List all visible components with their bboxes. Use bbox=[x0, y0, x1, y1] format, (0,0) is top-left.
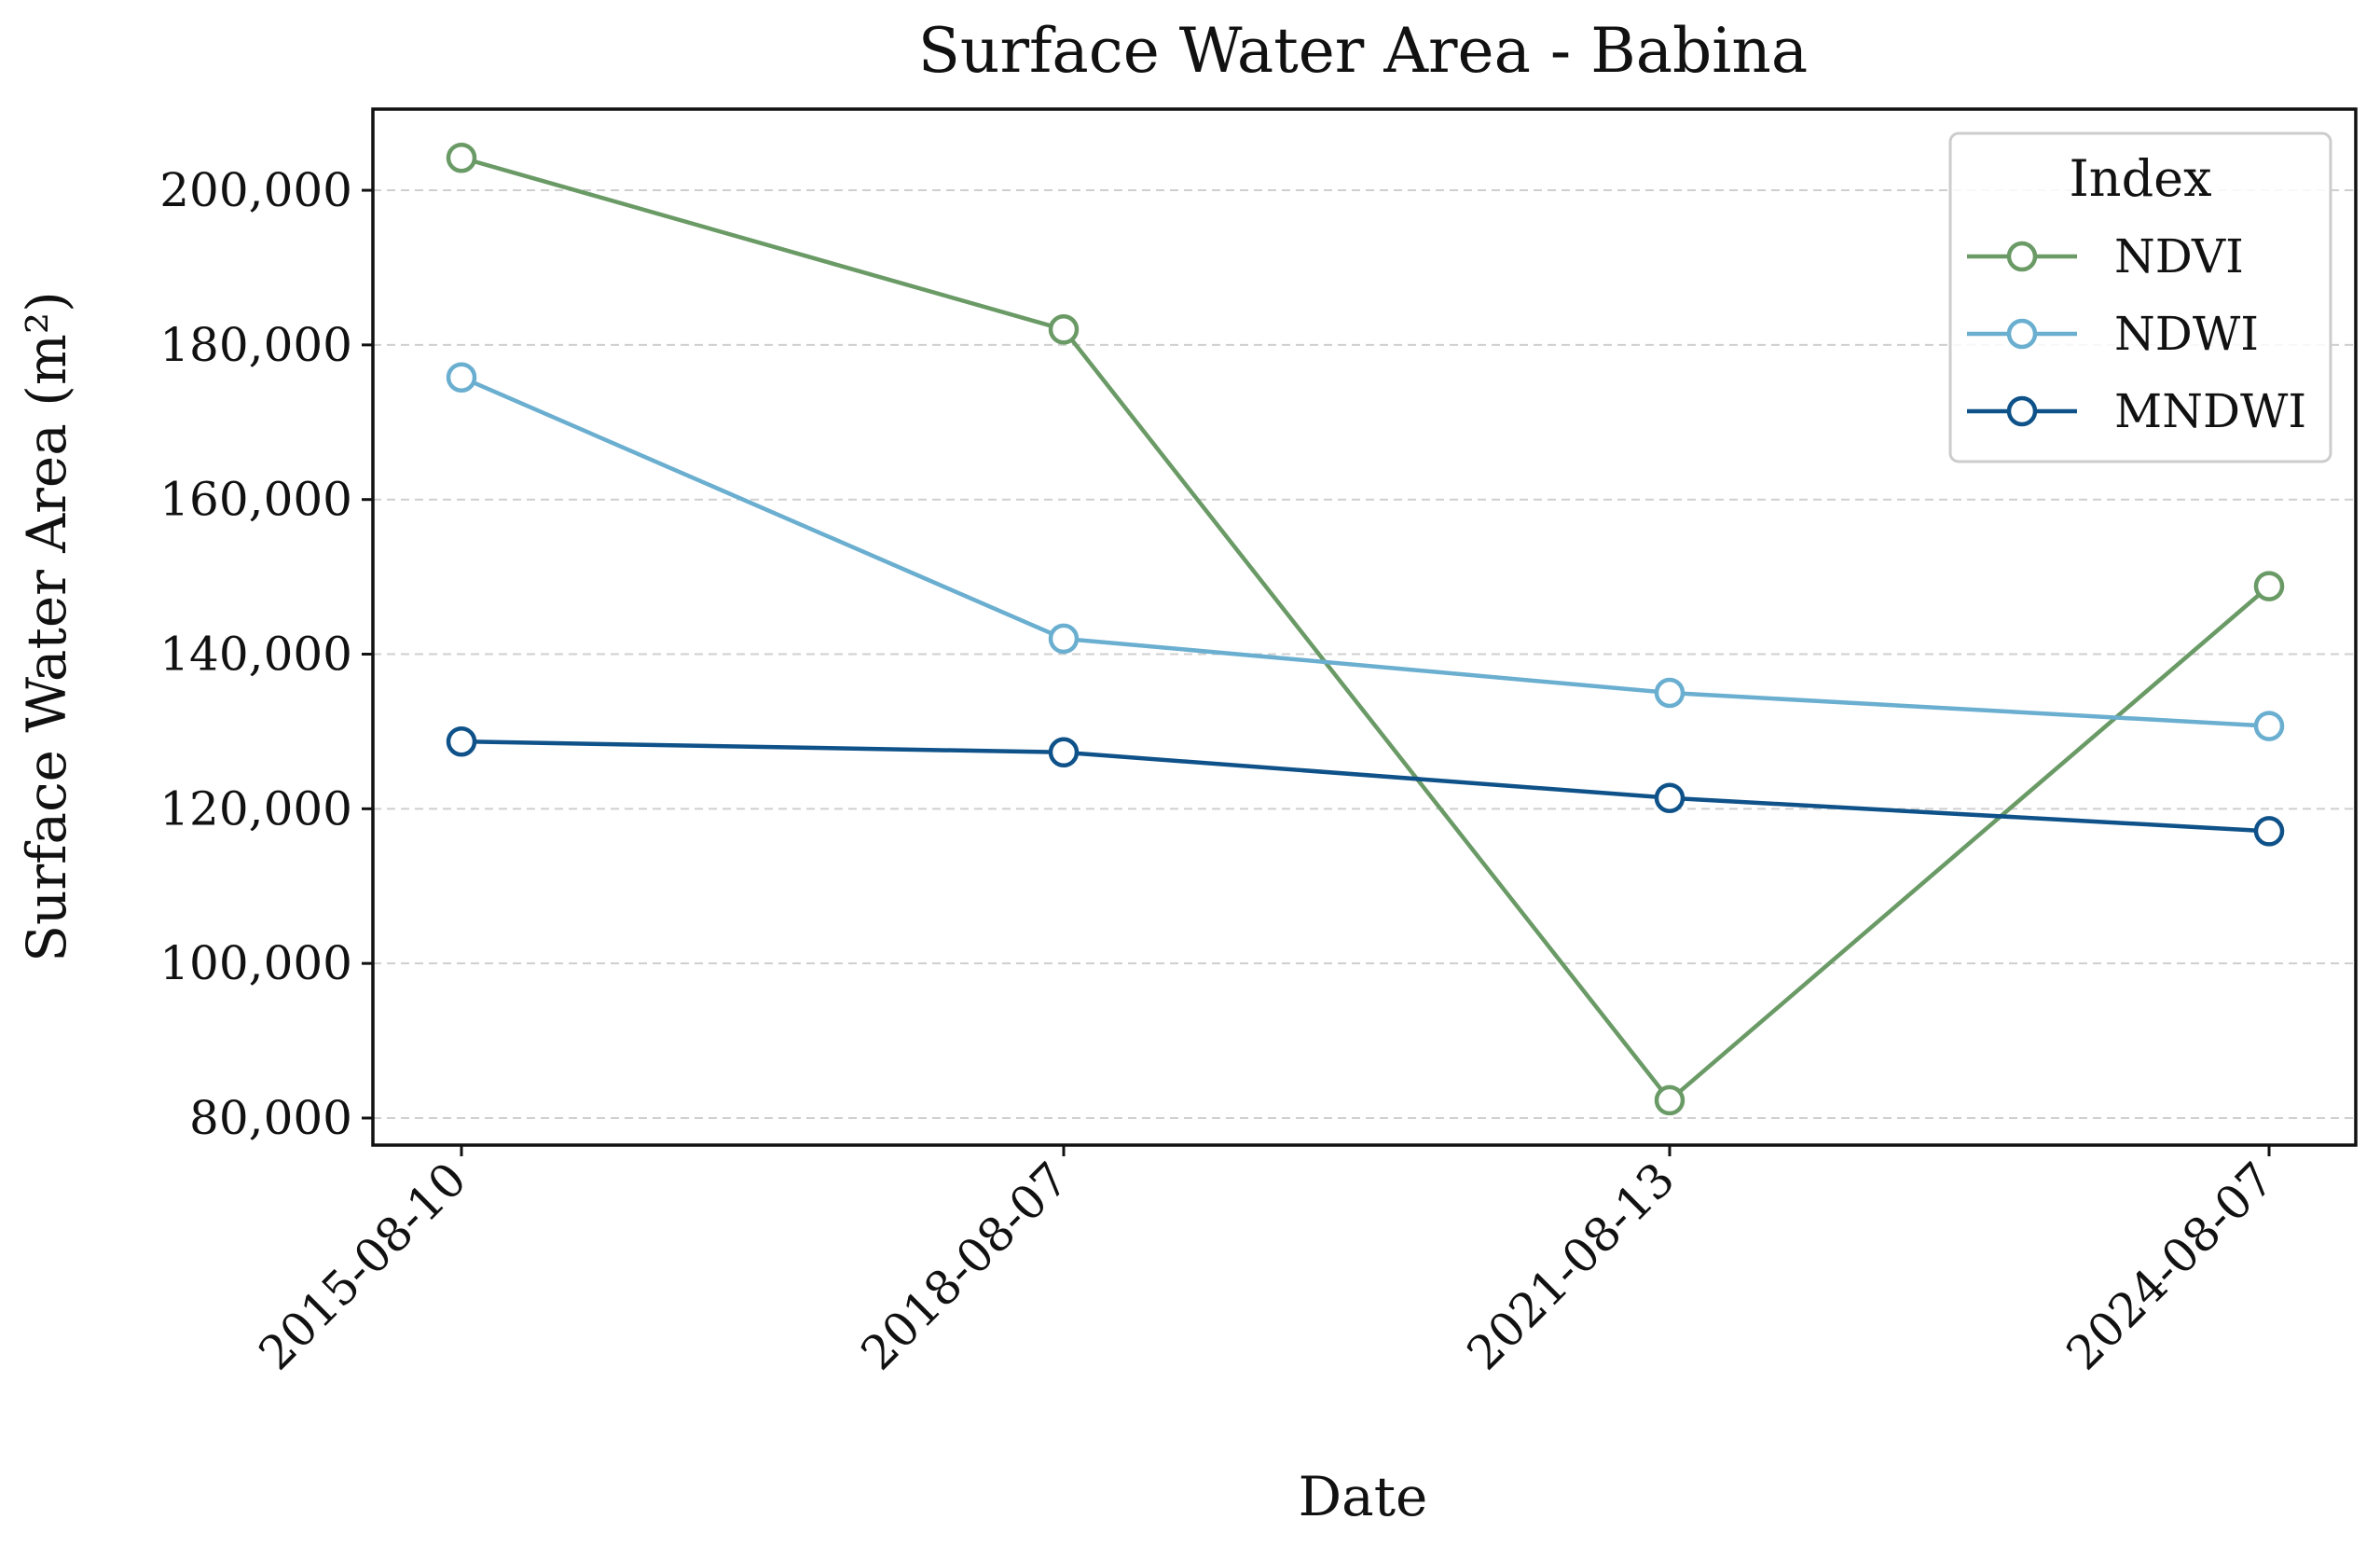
data-point-ndvi bbox=[446, 142, 477, 173]
legend-box bbox=[1948, 131, 2332, 463]
series-line-ndwi bbox=[461, 375, 2270, 728]
data-point-ndvi bbox=[2253, 571, 2285, 601]
legend: Index NDVI NDWI MNDWI bbox=[1948, 131, 2332, 463]
y-tick-label: 200,000 bbox=[159, 163, 352, 217]
legend-entries: NDVI NDWI MNDWI bbox=[1967, 229, 2306, 438]
series-layer bbox=[446, 142, 2285, 1116]
series-line-ndvi bbox=[461, 156, 2271, 1103]
legend-label-mndwi: MNDWI bbox=[2114, 384, 2306, 438]
data-point-mndwi bbox=[2253, 816, 2285, 847]
series-line-mndwi bbox=[461, 739, 2270, 834]
data-point-mndwi bbox=[446, 725, 477, 757]
y-tick-label: 160,000 bbox=[159, 473, 352, 527]
legend-marker-mndwi bbox=[2006, 395, 2038, 427]
data-point-mndwi bbox=[1048, 737, 1080, 768]
legend-marker-ndvi bbox=[2006, 241, 2038, 272]
legend-title: Index bbox=[2069, 149, 2211, 208]
data-point-ndvi bbox=[1048, 314, 1080, 345]
data-point-ndvi bbox=[1654, 1084, 1685, 1116]
data-point-ndwi bbox=[1048, 623, 1080, 655]
y-axis: 80,000 100,000 120,000 140,000 160,000 180,00… bbox=[159, 163, 373, 1145]
legend-label-ndwi: NDWI bbox=[2114, 307, 2259, 361]
y-tick-label: 80,000 bbox=[189, 1091, 352, 1145]
y-tick-label: 140,000 bbox=[159, 628, 352, 682]
data-point-ndwi bbox=[1654, 677, 1685, 709]
y-tick-label: 120,000 bbox=[159, 781, 352, 836]
legend-marker-ndwi bbox=[2006, 318, 2038, 350]
y-axis-title: Surface Water Area (m²) bbox=[15, 291, 78, 962]
plot-frame bbox=[371, 107, 2358, 1147]
legend-label-ndvi: NDVI bbox=[2114, 229, 2244, 283]
data-point-ndwi bbox=[446, 362, 477, 393]
x-axis-title: Date bbox=[1299, 1465, 1428, 1528]
data-point-mndwi bbox=[1654, 782, 1685, 813]
chart-title: Surface Water Area - Babina bbox=[918, 15, 1809, 87]
data-point-ndwi bbox=[2253, 711, 2285, 741]
y-tick-label: 100,000 bbox=[159, 936, 352, 990]
y-tick-label: 180,000 bbox=[159, 318, 352, 372]
